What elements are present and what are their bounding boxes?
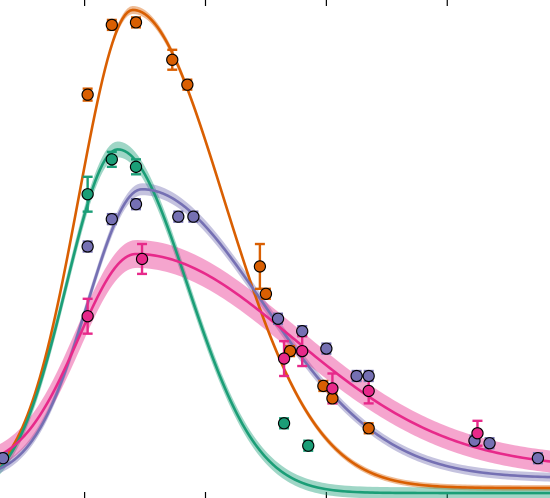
series-2-point-2 [105, 212, 118, 226]
series-1-point-2 [129, 160, 143, 173]
series-0-point-5 [253, 260, 267, 273]
series-3-band [0, 240, 550, 473]
series-1-point-3 [277, 417, 291, 430]
series-0-point-2 [129, 16, 143, 29]
series-2-point-8 [320, 342, 333, 355]
fit-curves [0, 8, 550, 495]
series-0-point-3 [166, 53, 179, 66]
series-3-point-3 [296, 344, 309, 358]
series-3-point-6 [471, 427, 484, 440]
series-2-point-10 [362, 369, 375, 383]
series-3-point-1 [135, 252, 149, 266]
series-3-fit-line [0, 252, 550, 463]
data-points [0, 16, 545, 465]
series-0-point-6 [259, 287, 273, 300]
series-2-point-1 [81, 240, 94, 253]
series-3-point-4 [326, 382, 339, 395]
series-0-point-0 [81, 88, 94, 101]
series-3-point-5 [362, 384, 375, 398]
series-3-point-2 [277, 352, 291, 365]
series-1-point-1 [105, 153, 118, 166]
error-bars [0, 16, 543, 465]
series-2-point-0 [0, 452, 10, 465]
series-2-point-5 [187, 210, 200, 223]
confidence-bands [0, 5, 550, 498]
axis-ticks [84, 0, 448, 498]
series-1-point-0 [81, 188, 94, 201]
series-2-point-4 [172, 210, 185, 223]
series-2-point-7 [296, 325, 309, 338]
series-0-fit-line [0, 8, 550, 490]
series-2-point-9 [350, 369, 363, 383]
series-2-point-6 [271, 312, 285, 325]
series-0-point-4 [181, 78, 194, 91]
series-3-point-0 [81, 310, 94, 323]
series-1-point-4 [302, 439, 315, 452]
series-2-point-3 [129, 198, 143, 211]
series-0-point-1 [105, 18, 118, 32]
series-0-point-10 [362, 422, 375, 435]
series-2-point-12 [483, 437, 496, 450]
series-2-point-13 [531, 452, 545, 465]
